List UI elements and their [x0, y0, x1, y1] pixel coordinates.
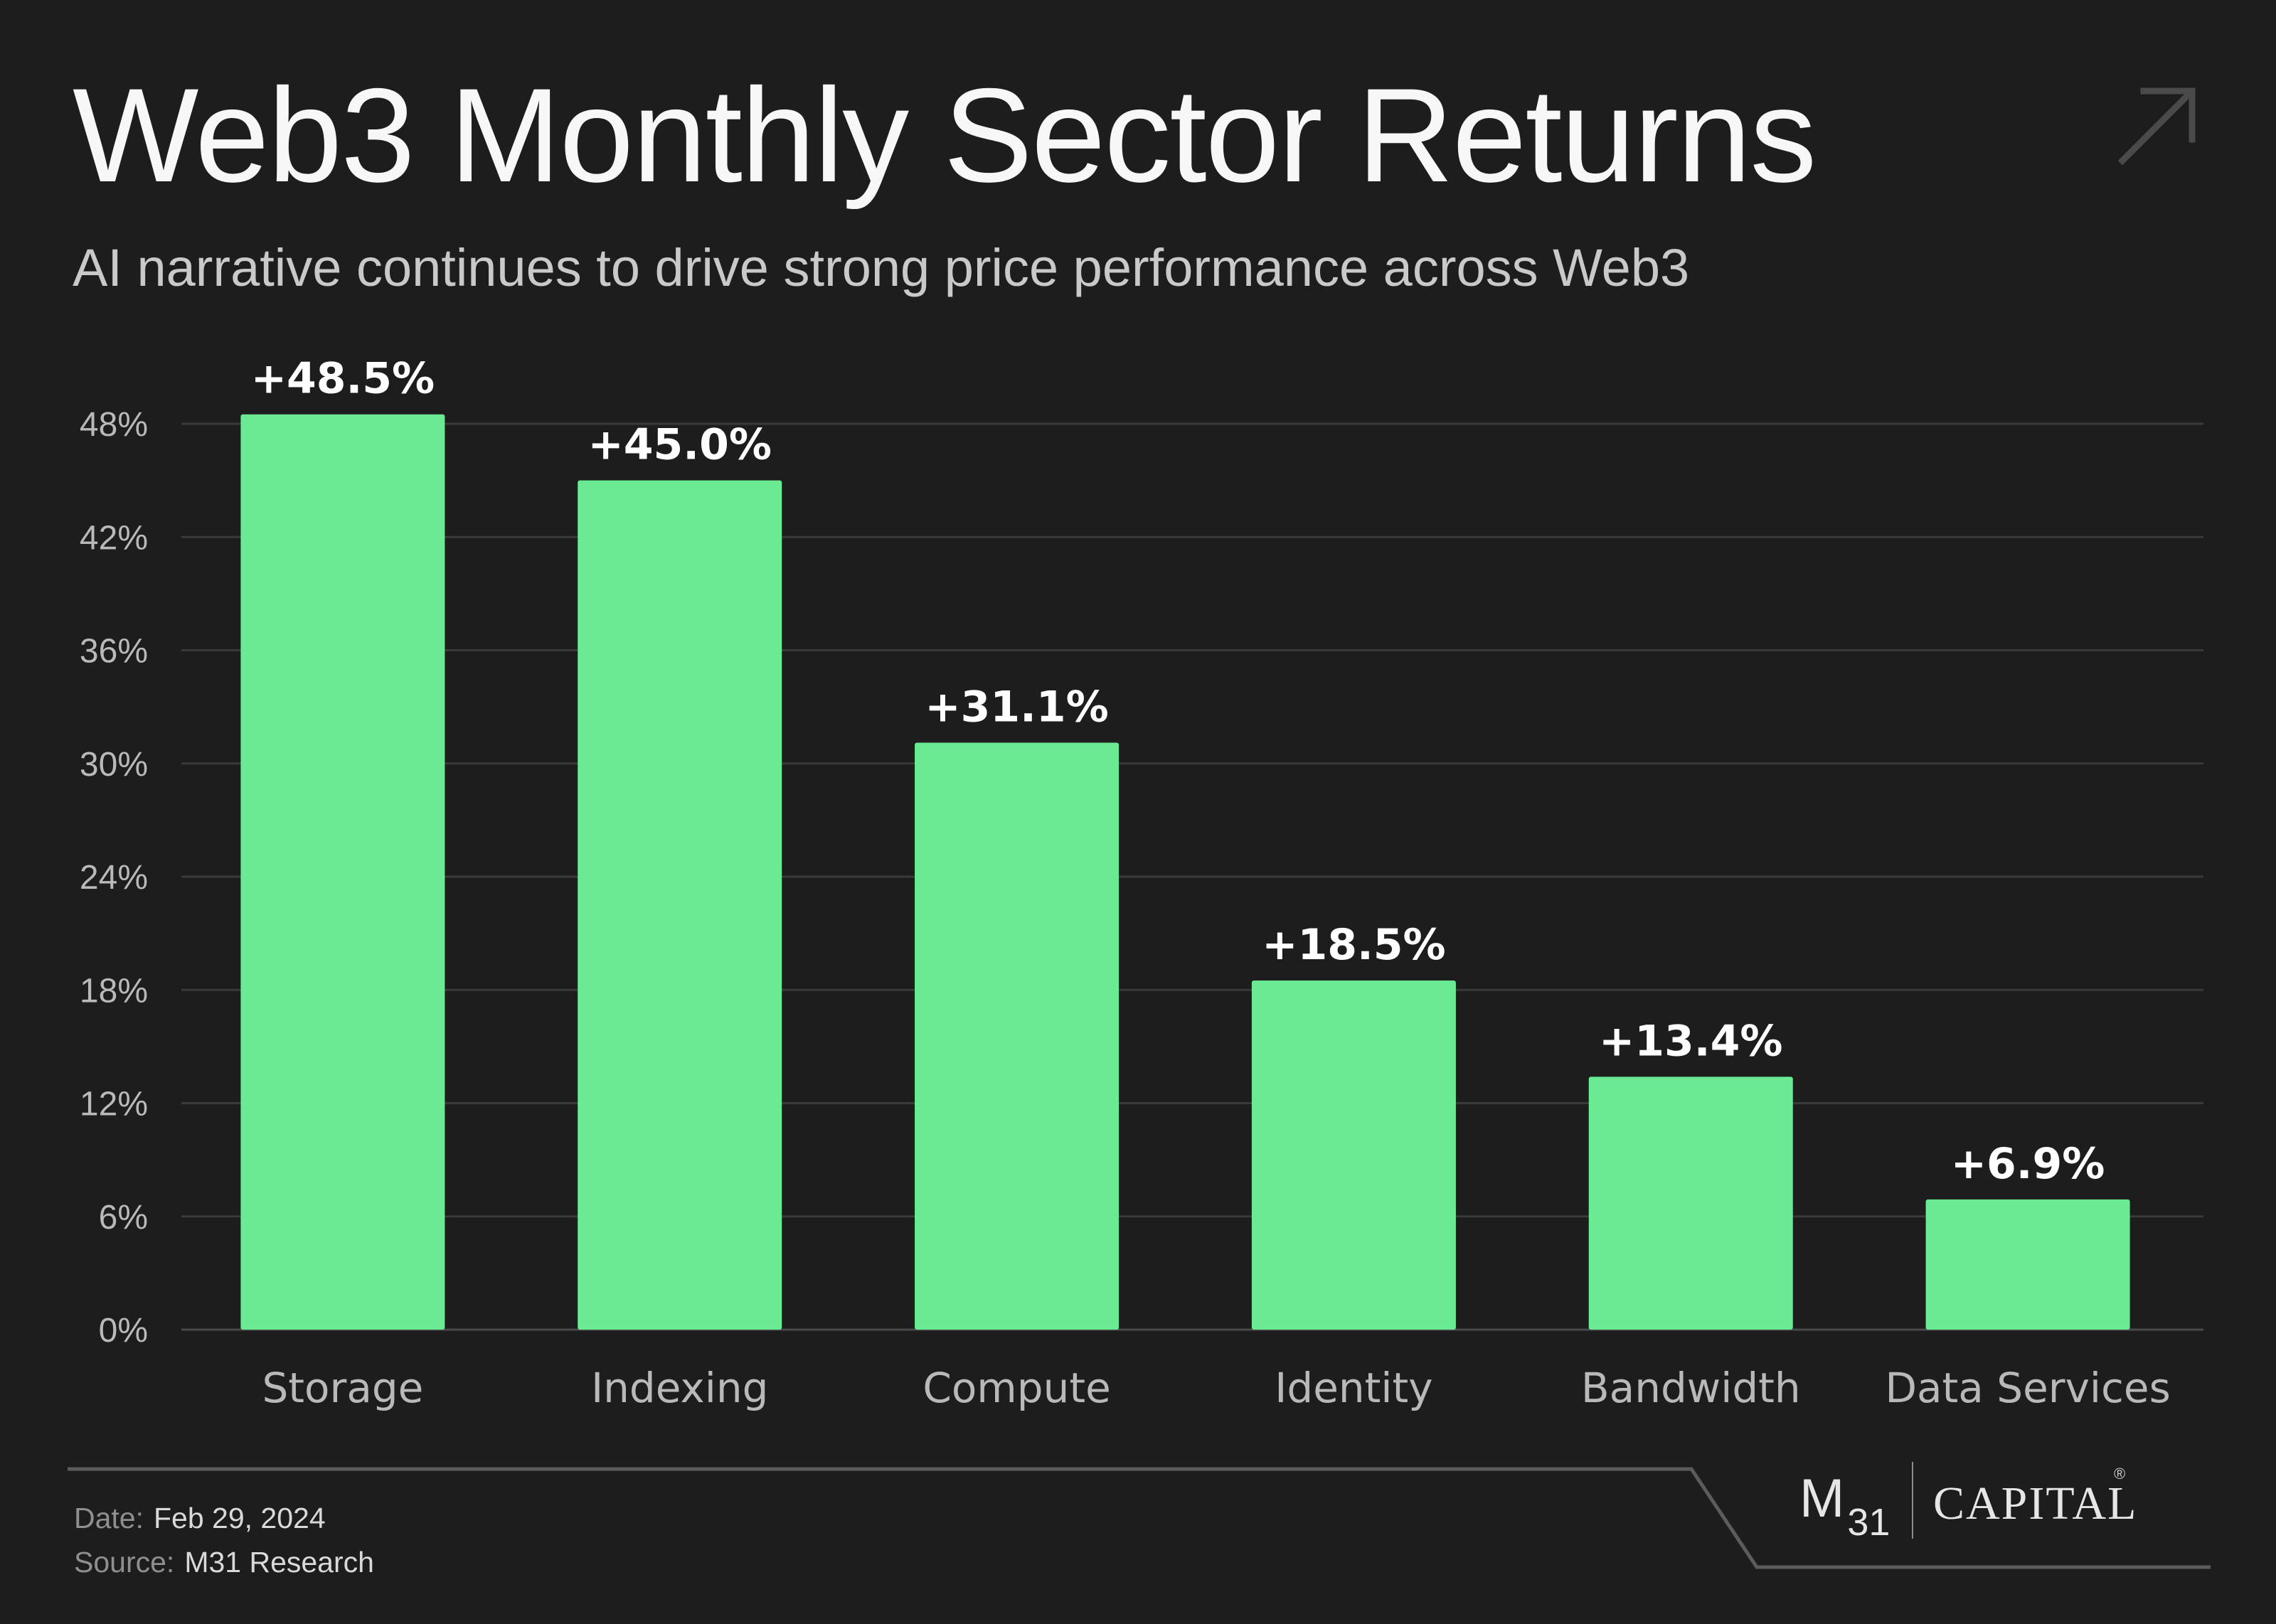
data-label: +45.0% — [588, 420, 772, 470]
x-tick-label: Indexing — [591, 1364, 768, 1412]
m31-capital-logo: M31 CAPITAL ® — [1799, 1458, 2169, 1544]
bar-identity — [1251, 980, 1456, 1330]
registered-mark: ® — [2114, 1465, 2126, 1483]
data-label: +13.4% — [1599, 1016, 1782, 1066]
y-tick-label: 30% — [80, 746, 148, 784]
logo-separator — [1912, 1462, 1913, 1539]
date-value: Feb 29, 2024 — [154, 1502, 326, 1534]
source-label: Source: — [74, 1546, 175, 1578]
chart-title: Web3 Monthly Sector Returns — [73, 60, 1817, 210]
y-tick-label: 12% — [80, 1086, 148, 1123]
y-tick-label: 18% — [80, 972, 148, 1010]
date-label: Date: — [74, 1502, 144, 1534]
x-tick-label: Data Services — [1885, 1364, 2171, 1412]
y-tick-label: 48% — [80, 406, 148, 444]
y-tick-label: 6% — [99, 1199, 148, 1236]
data-label: +18.5% — [1262, 920, 1445, 970]
logo-wordmark: CAPITAL — [1933, 1478, 2138, 1529]
bar-compute — [915, 742, 1120, 1330]
footer-source: Source: M31 Research — [74, 1544, 374, 1580]
x-tick-label: Identity — [1275, 1364, 1432, 1412]
source-value: M31 Research — [184, 1546, 374, 1578]
bar-storage — [240, 414, 445, 1330]
arrow-up-right-icon — [2117, 87, 2196, 166]
y-tick-label: 0% — [99, 1312, 148, 1350]
y-tick-label: 24% — [80, 859, 148, 897]
y-tick-label: 36% — [80, 633, 148, 671]
footer-date: Date: Feb 29, 2024 — [74, 1500, 326, 1536]
logo-mark: M31 — [1799, 1468, 1891, 1544]
x-tick-label: Compute — [922, 1364, 1110, 1412]
y-tick-label: 42% — [80, 519, 148, 557]
chart-subtitle: AI narrative continues to drive strong p… — [73, 238, 1690, 297]
bar-bandwidth — [1588, 1077, 1793, 1330]
x-tick-label: Bandwidth — [1581, 1364, 1801, 1412]
data-label: +48.5% — [251, 354, 435, 404]
bar-data-services — [1925, 1199, 2130, 1330]
data-label: +31.1% — [925, 683, 1108, 732]
data-label: +6.9% — [1951, 1139, 2105, 1189]
bar-indexing — [578, 480, 782, 1330]
x-tick-label: Storage — [262, 1364, 423, 1412]
